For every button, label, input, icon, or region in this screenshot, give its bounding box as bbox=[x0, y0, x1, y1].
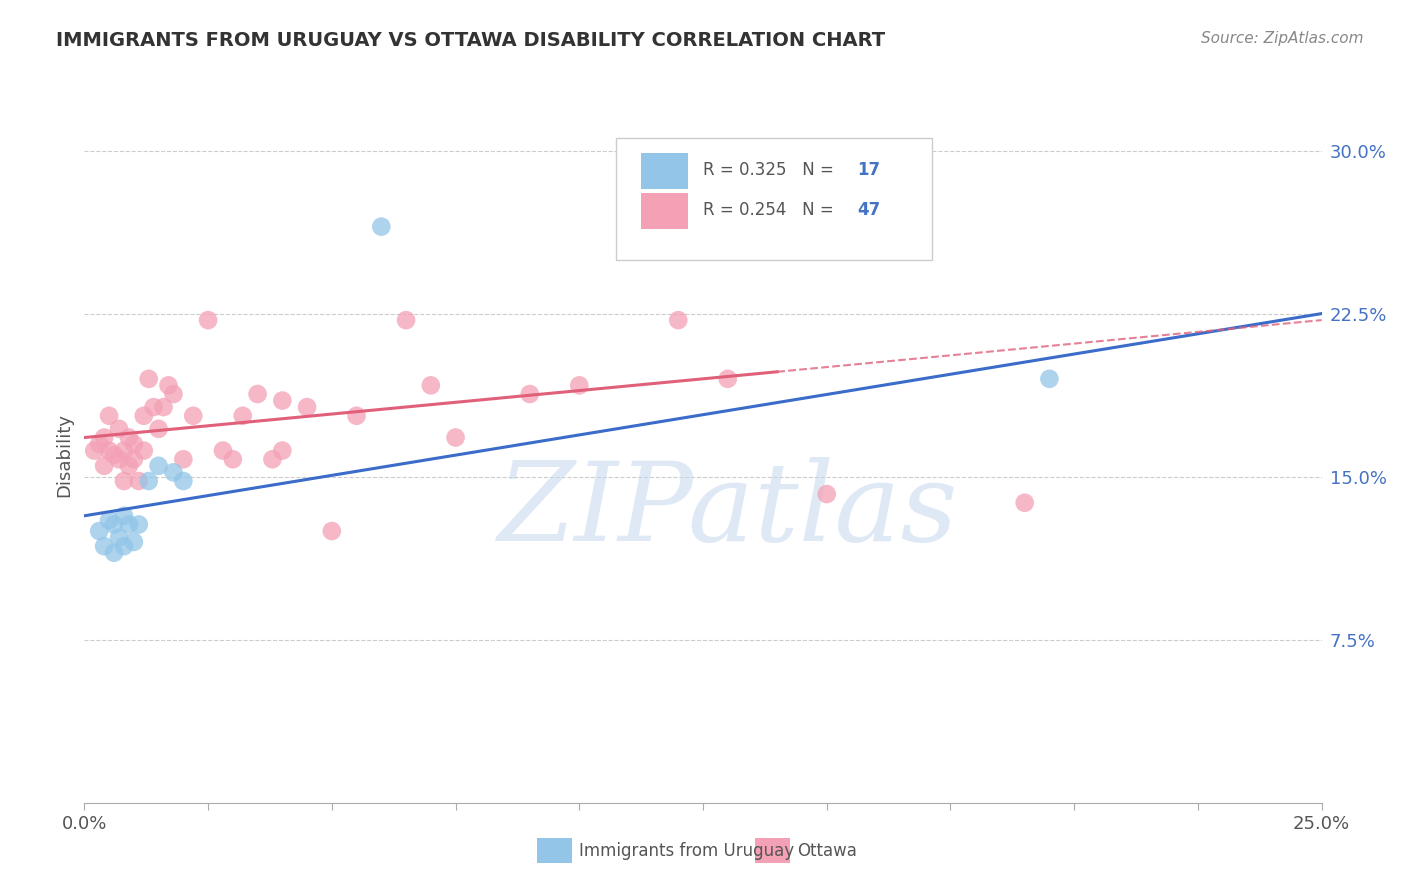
Point bbox=[162, 387, 184, 401]
Point bbox=[103, 517, 125, 532]
Point bbox=[271, 443, 294, 458]
Point bbox=[1014, 496, 1036, 510]
Point bbox=[89, 524, 111, 538]
Point bbox=[93, 458, 115, 473]
Point bbox=[132, 443, 155, 458]
Point bbox=[1038, 372, 1060, 386]
Point bbox=[568, 378, 591, 392]
Point bbox=[148, 422, 170, 436]
Point bbox=[98, 409, 121, 423]
Point bbox=[262, 452, 284, 467]
Text: Ottawa: Ottawa bbox=[797, 842, 858, 860]
Point bbox=[122, 452, 145, 467]
Point bbox=[108, 531, 131, 545]
Text: R = 0.325   N =: R = 0.325 N = bbox=[703, 161, 839, 179]
Text: 47: 47 bbox=[858, 201, 882, 219]
Point bbox=[138, 372, 160, 386]
Text: Source: ZipAtlas.com: Source: ZipAtlas.com bbox=[1201, 31, 1364, 46]
FancyBboxPatch shape bbox=[616, 138, 932, 260]
Text: R = 0.254   N =: R = 0.254 N = bbox=[703, 201, 839, 219]
Point bbox=[295, 400, 318, 414]
Text: Immigrants from Uruguay: Immigrants from Uruguay bbox=[579, 842, 794, 860]
Point bbox=[112, 508, 135, 523]
Text: 17: 17 bbox=[858, 161, 880, 179]
Point bbox=[395, 313, 418, 327]
Point bbox=[118, 431, 141, 445]
Point bbox=[346, 409, 368, 423]
Point bbox=[419, 378, 441, 392]
Point bbox=[128, 474, 150, 488]
Point bbox=[152, 400, 174, 414]
Point bbox=[122, 535, 145, 549]
Point bbox=[98, 443, 121, 458]
Point bbox=[138, 474, 160, 488]
Point bbox=[519, 387, 541, 401]
Point bbox=[212, 443, 235, 458]
Point bbox=[122, 437, 145, 451]
Point bbox=[112, 443, 135, 458]
Point bbox=[222, 452, 245, 467]
Text: IMMIGRANTS FROM URUGUAY VS OTTAWA DISABILITY CORRELATION CHART: IMMIGRANTS FROM URUGUAY VS OTTAWA DISABI… bbox=[56, 31, 886, 50]
Point bbox=[232, 409, 254, 423]
Point bbox=[112, 539, 135, 553]
Point bbox=[197, 313, 219, 327]
Point bbox=[666, 313, 689, 327]
Point bbox=[271, 393, 294, 408]
Point bbox=[103, 546, 125, 560]
Point bbox=[841, 176, 863, 190]
Point bbox=[444, 431, 467, 445]
Point bbox=[93, 539, 115, 553]
Point bbox=[148, 458, 170, 473]
Point bbox=[162, 466, 184, 480]
Point bbox=[118, 517, 141, 532]
Point bbox=[103, 448, 125, 462]
Point bbox=[112, 474, 135, 488]
Point bbox=[142, 400, 165, 414]
Text: ZIPatlas: ZIPatlas bbox=[498, 457, 957, 565]
Point bbox=[118, 458, 141, 473]
Point bbox=[108, 452, 131, 467]
Point bbox=[717, 372, 740, 386]
Point bbox=[89, 437, 111, 451]
Point bbox=[246, 387, 269, 401]
Point bbox=[132, 409, 155, 423]
Point bbox=[157, 378, 180, 392]
Point bbox=[321, 524, 343, 538]
Point bbox=[181, 409, 204, 423]
Point bbox=[98, 513, 121, 527]
Point bbox=[815, 487, 838, 501]
Point bbox=[172, 474, 194, 488]
Point bbox=[128, 517, 150, 532]
Point bbox=[108, 422, 131, 436]
Y-axis label: Disability: Disability bbox=[55, 413, 73, 497]
FancyBboxPatch shape bbox=[641, 193, 688, 228]
Point bbox=[370, 219, 392, 234]
Point bbox=[172, 452, 194, 467]
Point bbox=[83, 443, 105, 458]
FancyBboxPatch shape bbox=[641, 153, 688, 189]
Point bbox=[93, 431, 115, 445]
